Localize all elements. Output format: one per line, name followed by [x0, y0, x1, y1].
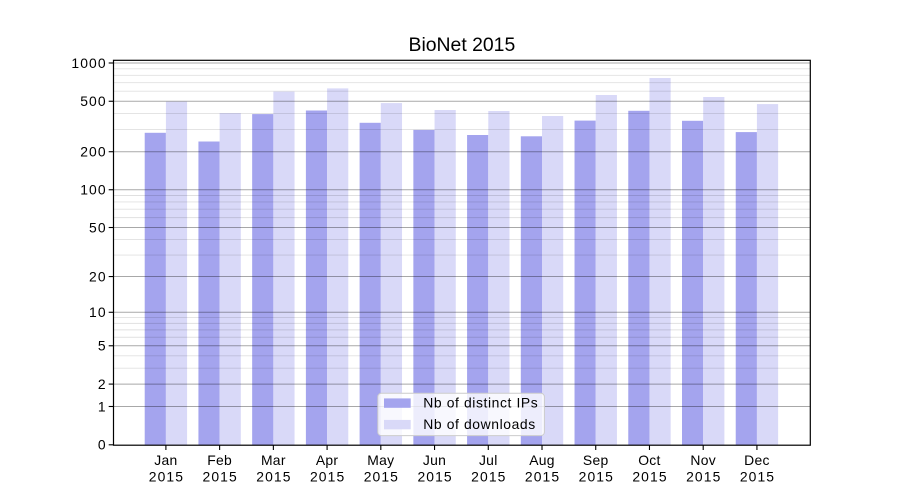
svg-text:2015: 2015: [740, 469, 775, 485]
svg-text:1000: 1000: [71, 55, 106, 71]
svg-text:Nb of downloads: Nb of downloads: [423, 416, 535, 432]
svg-text:Aug: Aug: [529, 452, 555, 468]
svg-text:100: 100: [80, 182, 106, 198]
svg-text:Nb of distinct IPs: Nb of distinct IPs: [423, 395, 538, 411]
svg-text:2015: 2015: [203, 469, 238, 485]
svg-text:20: 20: [89, 268, 107, 284]
svg-text:50: 50: [89, 219, 107, 235]
svg-text:BioNet 2015: BioNet 2015: [409, 34, 516, 56]
svg-text:0: 0: [98, 437, 107, 453]
svg-text:Jul: Jul: [479, 452, 498, 468]
svg-text:2015: 2015: [149, 469, 184, 485]
svg-text:Nov: Nov: [690, 452, 716, 468]
svg-text:Feb: Feb: [207, 452, 232, 468]
svg-text:Dec: Dec: [744, 452, 770, 468]
svg-text:May: May: [367, 452, 394, 468]
svg-text:2: 2: [98, 376, 107, 392]
svg-text:1: 1: [98, 398, 107, 414]
svg-text:2015: 2015: [686, 469, 721, 485]
svg-text:2015: 2015: [579, 469, 614, 485]
svg-text:2015: 2015: [632, 469, 667, 485]
svg-text:2015: 2015: [471, 469, 506, 485]
svg-text:2015: 2015: [364, 469, 399, 485]
svg-text:200: 200: [80, 144, 106, 160]
svg-text:2015: 2015: [525, 469, 560, 485]
svg-text:Oct: Oct: [638, 452, 661, 468]
svg-text:2015: 2015: [256, 469, 291, 485]
svg-text:Jan: Jan: [154, 452, 177, 468]
svg-text:500: 500: [80, 93, 106, 109]
svg-text:5: 5: [98, 338, 107, 354]
svg-text:Mar: Mar: [261, 452, 286, 468]
svg-text:Apr: Apr: [316, 452, 339, 468]
svg-text:2015: 2015: [310, 469, 345, 485]
svg-text:Jun: Jun: [423, 452, 446, 468]
svg-text:10: 10: [89, 304, 107, 320]
svg-text:Sep: Sep: [583, 452, 609, 468]
svg-text:2015: 2015: [417, 469, 452, 485]
